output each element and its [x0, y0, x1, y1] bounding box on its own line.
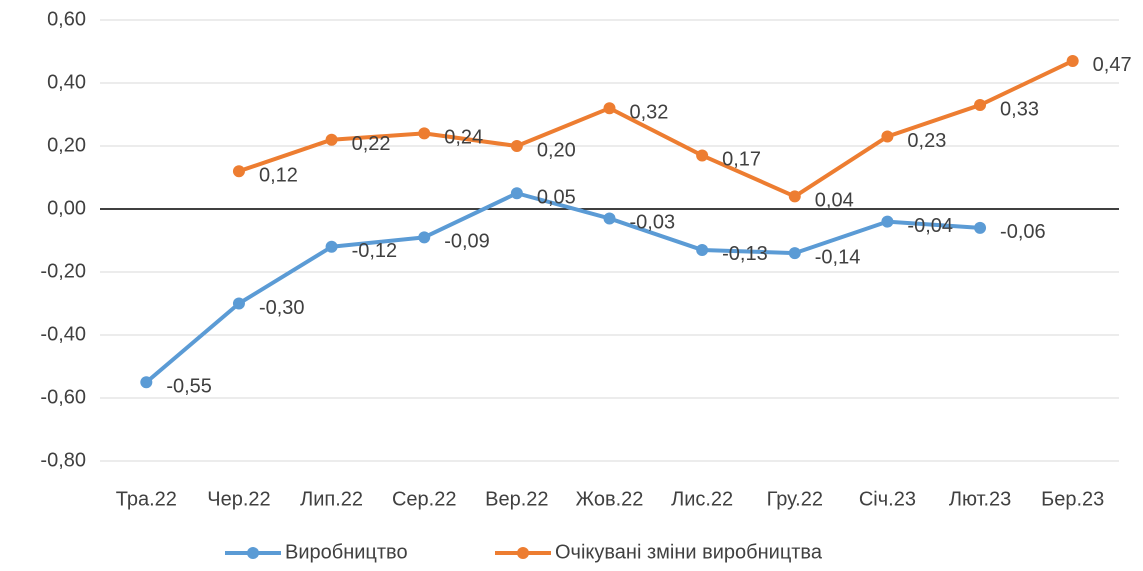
point: [603, 212, 616, 225]
x-tick-label: Чер.22: [207, 488, 270, 510]
series-line: [145, 191, 981, 384]
data-label: 0,17: [722, 149, 761, 171]
data-label: -0,13: [722, 243, 768, 265]
y-tick-label: 0,00: [47, 197, 86, 219]
point: [510, 140, 523, 152]
data-label: 0,20: [537, 139, 576, 161]
y-tick-label: -0,60: [40, 386, 86, 408]
point: [881, 130, 894, 143]
point: [603, 102, 616, 115]
data-label: 0,33: [1000, 98, 1039, 120]
x-tick-label: Лют.23: [949, 488, 1011, 510]
point: [788, 190, 801, 203]
point: [325, 240, 338, 253]
point: [881, 215, 894, 228]
legend-marker: [517, 547, 529, 559]
x-tick-label: Бер.23: [1041, 488, 1104, 510]
data-label: 0,04: [815, 190, 854, 212]
legend-label: Очікувані зміни виробництва: [555, 541, 823, 563]
point: [788, 247, 801, 260]
data-label: -0,04: [907, 215, 953, 237]
data-label: 0,47: [1093, 54, 1132, 76]
point: [325, 133, 338, 146]
point: [418, 231, 431, 244]
data-label: 0,05: [537, 187, 576, 209]
data-label: -0,06: [1000, 221, 1046, 243]
data-label: -0,30: [259, 297, 305, 319]
data-label: 0,12: [259, 164, 298, 186]
point: [232, 297, 245, 310]
y-tick-label: 0,40: [47, 71, 86, 93]
legend-marker: [247, 547, 259, 559]
data-label: -0,03: [630, 212, 676, 234]
data-label: -0,12: [352, 240, 398, 262]
point: [696, 243, 709, 256]
series-line: [238, 59, 1074, 199]
data-label: 0,23: [907, 130, 946, 152]
y-tick-label: -0,80: [40, 449, 86, 471]
point: [510, 187, 523, 200]
x-tick-label: Тра.22: [116, 488, 177, 510]
x-tick-label: Вер.22: [485, 488, 548, 510]
point: [232, 165, 245, 178]
point: [974, 99, 987, 112]
x-tick-label: Жов.22: [576, 488, 644, 510]
data-label: -0,55: [166, 376, 212, 398]
x-tick-label: Гру.22: [767, 488, 823, 510]
y-tick-label: -0,40: [40, 323, 86, 345]
x-tick-label: Лис.22: [671, 488, 733, 510]
point: [974, 221, 987, 234]
x-tick-label: Січ.23: [859, 488, 916, 510]
data-label: -0,09: [444, 231, 490, 253]
point: [1066, 54, 1079, 67]
data-label: 0,24: [444, 127, 483, 149]
y-tick-label: -0,20: [40, 260, 86, 282]
y-tick-label: 0,60: [47, 8, 86, 30]
data-label: 0,22: [352, 133, 391, 155]
data-label: 0,32: [630, 101, 669, 123]
data-label: -0,14: [815, 246, 861, 268]
x-tick-label: Лип.22: [300, 488, 363, 510]
y-tick-label: 0,20: [47, 134, 86, 156]
point: [696, 149, 709, 162]
x-tick-label: Сер.22: [392, 488, 457, 510]
point: [140, 376, 153, 389]
legend-label: Виробництво: [285, 541, 408, 563]
point: [418, 127, 431, 140]
